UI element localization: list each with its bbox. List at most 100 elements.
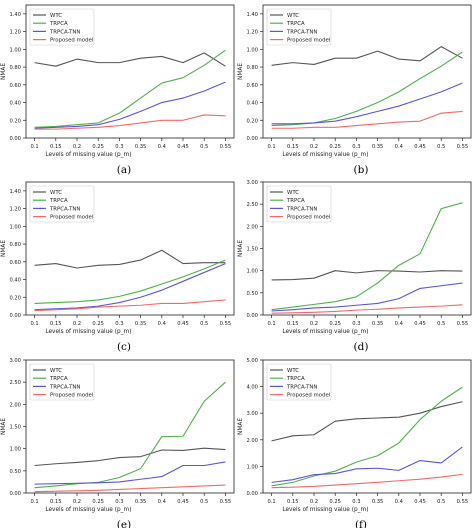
y-tick-label: 0.20 (9, 295, 21, 301)
x-axis-label: Levels of missing value (p_m) (45, 507, 131, 513)
series-line-trpca (34, 381, 226, 489)
y-tick-label: 1.00 (246, 464, 258, 470)
legend-label: TRPCA (49, 198, 68, 204)
y-tick-label: 0.60 (246, 83, 258, 89)
x-tick-label: 0.3 (115, 144, 123, 150)
x-tick-label: 0.25 (92, 144, 104, 150)
y-tick-label: 1.00 (246, 269, 258, 275)
x-tick-label: 0.2 (73, 321, 81, 327)
x-tick-label: 0.4 (158, 321, 167, 327)
x-tick-label: 0.55 (220, 144, 232, 150)
plot-frame (262, 359, 472, 494)
y-tick-label: 0.00 (246, 136, 258, 142)
legend-label: WTC (287, 368, 299, 374)
y-tick-label: 0.60 (9, 260, 21, 266)
legend: WTC TRPCA TRPCA-TNN Proposed model (266, 185, 332, 223)
y-tick-label: 1.00 (9, 47, 21, 53)
series-line-trpca-tnn (271, 82, 463, 125)
legend-label: TRPCA-TNN (286, 206, 317, 212)
series-line-wtc (271, 270, 463, 281)
x-tick-label: 0.45 (177, 321, 189, 327)
x-tick-label: 0.25 (329, 144, 341, 150)
x-tick-label: 0.1 (30, 321, 38, 327)
x-tick-label: 0.5 (437, 499, 445, 505)
x-tick-label: 0.45 (414, 499, 426, 505)
x-tick-label: 0.5 (437, 321, 445, 327)
y-tick-label: 0.20 (9, 118, 21, 124)
legend-box (29, 185, 95, 223)
legend-label: TRPCA-TNN (49, 384, 80, 390)
chart-panel: 0.00 0.50 1.00 1.50 2.00 2.50 3.00 0.1 0.15 0.2 0.… (1, 358, 235, 528)
series-line-trpca (34, 259, 226, 305)
x-tick-label: 0.4 (395, 499, 404, 505)
x-tick-label: 0.15 (287, 499, 299, 505)
legend-label: WTC (50, 13, 62, 19)
series-line-wtc (271, 46, 463, 66)
legend-label: TRPCA (286, 21, 305, 27)
x-tick-label: 0.2 (73, 499, 81, 505)
series-line-wtc (34, 249, 226, 269)
y-tick-label: 1.40 (246, 12, 258, 18)
legend-label: TRPCA (286, 376, 305, 382)
legend-label: WTC (287, 13, 299, 19)
x-axis-label: Levels of missing value (p_m) (45, 329, 131, 335)
y-tick-label: 1.20 (246, 30, 258, 36)
y-tick-label: 4.00 (246, 385, 258, 391)
legend-label: WTC (50, 368, 62, 374)
legend-box (266, 185, 332, 223)
x-tick-label: 0.15 (50, 499, 62, 505)
y-tick-label: 1.40 (9, 189, 21, 195)
y-tick-label: 0.80 (246, 65, 258, 71)
legend: WTC TRPCA TRPCA-TNN Proposed model (29, 363, 95, 401)
series-line-trpca (271, 386, 463, 487)
legend-label: TRPCA (286, 198, 305, 204)
x-tick-label: 0.35 (135, 144, 147, 150)
series-line-wtc (34, 52, 226, 67)
x-tick-label: 0.4 (395, 144, 404, 150)
series-line-proposed-model (34, 299, 226, 312)
x-tick-label: 0.35 (135, 499, 147, 505)
series-line-proposed-model (271, 304, 463, 314)
y-tick-label: 1.50 (246, 247, 258, 253)
y-tick-label: 0.00 (246, 491, 258, 497)
legend-label: Proposed model (50, 38, 93, 44)
chart-panel: 0.00 0.50 1.00 1.50 2.00 2.50 3.00 0.1 0.15 0.2 0.… (238, 180, 472, 353)
legend: WTC TRPCA TRPCA-TNN Proposed model (266, 8, 332, 46)
y-tick-label: 3.00 (246, 411, 258, 417)
x-tick-label: 0.55 (220, 499, 232, 505)
y-tick-label: 0.40 (246, 101, 258, 107)
y-tick-label: 1.00 (9, 447, 21, 453)
legend-label: WTC (287, 190, 299, 196)
x-tick-label: 0.3 (352, 144, 360, 150)
y-tick-label: 0.00 (9, 313, 21, 319)
x-tick-label: 0.45 (177, 144, 189, 150)
y-tick-label: 2.50 (246, 202, 258, 208)
chart-panel: 0.00 0.20 0.40 0.60 0.80 1.00 1.20 1.40 0.1 0.15 0… (1, 4, 235, 176)
legend-label: Proposed model (50, 215, 93, 221)
x-tick-label: 0.3 (115, 499, 123, 505)
x-tick-label: 0.35 (372, 321, 384, 327)
y-tick-label: 3.00 (246, 180, 258, 186)
x-axis-label: Levels of missing value (p_m) (282, 507, 368, 513)
series-line-proposed-model (34, 484, 226, 493)
x-tick-label: 0.1 (267, 499, 275, 505)
x-tick-label: 0.5 (200, 499, 208, 505)
x-tick-label: 0.3 (352, 321, 360, 327)
x-tick-label: 0.25 (329, 321, 341, 327)
x-tick-label: 0.55 (457, 144, 469, 150)
plot-frame (25, 181, 235, 316)
y-axis-label: NMAE (1, 418, 7, 435)
y-tick-label: 0.00 (246, 313, 258, 319)
legend: WTC TRPCA TRPCA-TNN Proposed model (29, 8, 95, 46)
panel-caption: (a) (117, 164, 131, 176)
x-tick-label: 0.4 (158, 499, 167, 505)
legend-box (29, 363, 95, 401)
series-line-trpca-tnn (34, 81, 226, 129)
x-tick-label: 0.4 (158, 144, 167, 150)
y-axis-label: NMAE (1, 240, 7, 257)
series-line-trpca-tnn (34, 263, 226, 311)
panel-caption: (b) (354, 164, 369, 176)
x-tick-label: 0.1 (30, 144, 38, 150)
x-axis-label: Levels of missing value (p_m) (282, 329, 368, 335)
panel-caption: (e) (117, 519, 131, 528)
